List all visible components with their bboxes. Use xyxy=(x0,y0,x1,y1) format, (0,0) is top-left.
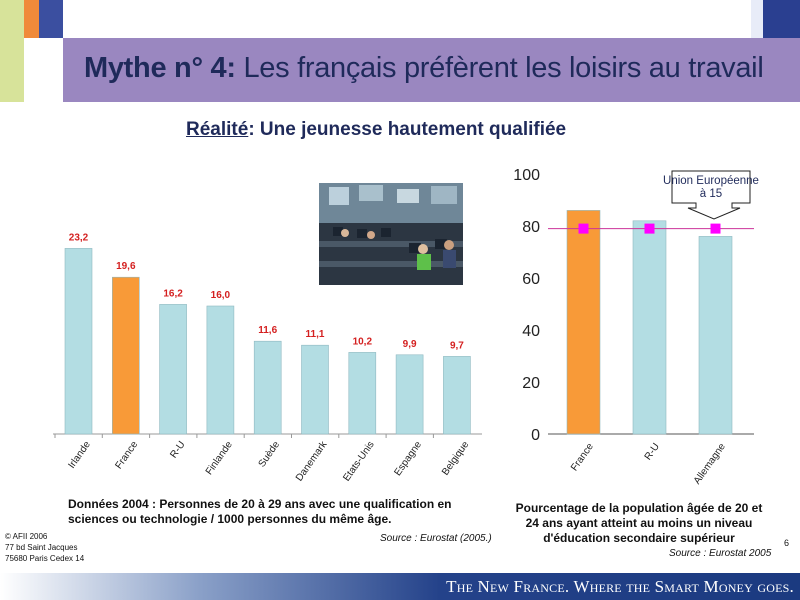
footer-address-line1: © AFII 2006 xyxy=(5,532,48,541)
reference-callout-line-1: à 15 xyxy=(700,188,722,200)
corner-square-green xyxy=(0,0,24,102)
right-y-tick-label-5: 100 xyxy=(513,167,540,184)
right-bar-0 xyxy=(566,210,601,435)
footer-address: © AFII 2006 77 bd Saint Jacques 75680 Pa… xyxy=(5,531,84,564)
classroom-photo-drawing xyxy=(319,183,463,285)
right-bar-2 xyxy=(698,236,733,435)
right-y-tick-label-4: 80 xyxy=(522,219,540,236)
right-category-label-1: R-U xyxy=(643,441,662,462)
reference-callout-box xyxy=(671,170,751,220)
right-y-tick-label-2: 40 xyxy=(522,323,540,340)
left-value-label-5: 11,1 xyxy=(306,329,325,340)
corner-square-blue-left xyxy=(39,0,63,38)
left-bar-1 xyxy=(112,276,140,435)
right-reference-marker-0 xyxy=(578,223,589,234)
right-bar-1 xyxy=(632,220,667,435)
left-value-label-7: 9,9 xyxy=(403,339,417,350)
page-number: 6 xyxy=(784,538,790,548)
header-bar xyxy=(63,38,800,102)
reference-callout-line-0: Union Européenne xyxy=(663,175,759,187)
footer-slogan: The New France. Where the Smart Money go… xyxy=(446,577,794,596)
corner-square-white-right xyxy=(751,0,763,38)
footer-address-line2: 77 bd Saint Jacques xyxy=(5,543,78,552)
footer-address-line3: 75680 Paris Cedex 14 xyxy=(5,554,85,563)
reference-callout-label: Union Européenne à 15 xyxy=(663,175,759,200)
left-value-label-1: 19,6 xyxy=(116,261,136,272)
corner-square-orange xyxy=(24,0,39,38)
left-value-label-8: 9,7 xyxy=(450,340,464,351)
left-value-label-6: 10,2 xyxy=(353,336,373,347)
right-chart-source: Source : Eurostat 2005 xyxy=(669,548,772,559)
left-bar-5 xyxy=(301,344,329,435)
classroom-photo xyxy=(319,183,463,285)
left-bar-2 xyxy=(159,304,187,435)
left-bar-8 xyxy=(443,356,471,435)
right-category-label-2: Allemagne xyxy=(692,441,728,486)
right-reference-marker-1 xyxy=(644,223,655,234)
left-bar-7 xyxy=(395,354,424,435)
right-reference-marker-2 xyxy=(710,223,721,234)
corner-square-blue-right xyxy=(763,0,800,38)
subtitle-underlined: Réalité xyxy=(186,119,249,140)
left-bar-3 xyxy=(206,305,235,435)
page-title-bold: Mythe n° 4: xyxy=(84,52,236,84)
right-y-tick-label-0: 0 xyxy=(531,427,540,444)
page-title: Mythe n° 4: Les français préfèrent les l… xyxy=(84,52,764,85)
left-chart-source: Source : Eurostat (2005.) xyxy=(380,533,492,544)
left-bar-4 xyxy=(253,340,282,435)
page-title-rest: Les français préfèrent les loisirs au tr… xyxy=(235,52,764,84)
subtitle-rest: : Une jeunesse hautement qualifiée xyxy=(248,119,567,140)
left-bar-0 xyxy=(64,248,93,435)
right-y-tick-label-1: 20 xyxy=(522,375,540,392)
right-y-tick-label-3: 60 xyxy=(522,271,540,288)
left-value-label-0: 23,2 xyxy=(69,232,89,243)
footer-band xyxy=(0,573,800,600)
left-value-label-3: 16,0 xyxy=(211,290,231,301)
right-category-label-0: France xyxy=(569,441,596,473)
left-value-label-2: 16,2 xyxy=(163,288,183,299)
left-value-label-4: 11,6 xyxy=(258,325,277,336)
left-bar-6 xyxy=(348,352,377,435)
page-subtitle: Réalité: Une jeunesse hautement qualifié… xyxy=(186,119,566,141)
right-chart-caption: Pourcentage de la population âgée de 20 … xyxy=(515,501,763,545)
left-chart-caption: Données 2004 : Personnes de 20 à 29 ans … xyxy=(68,497,452,526)
